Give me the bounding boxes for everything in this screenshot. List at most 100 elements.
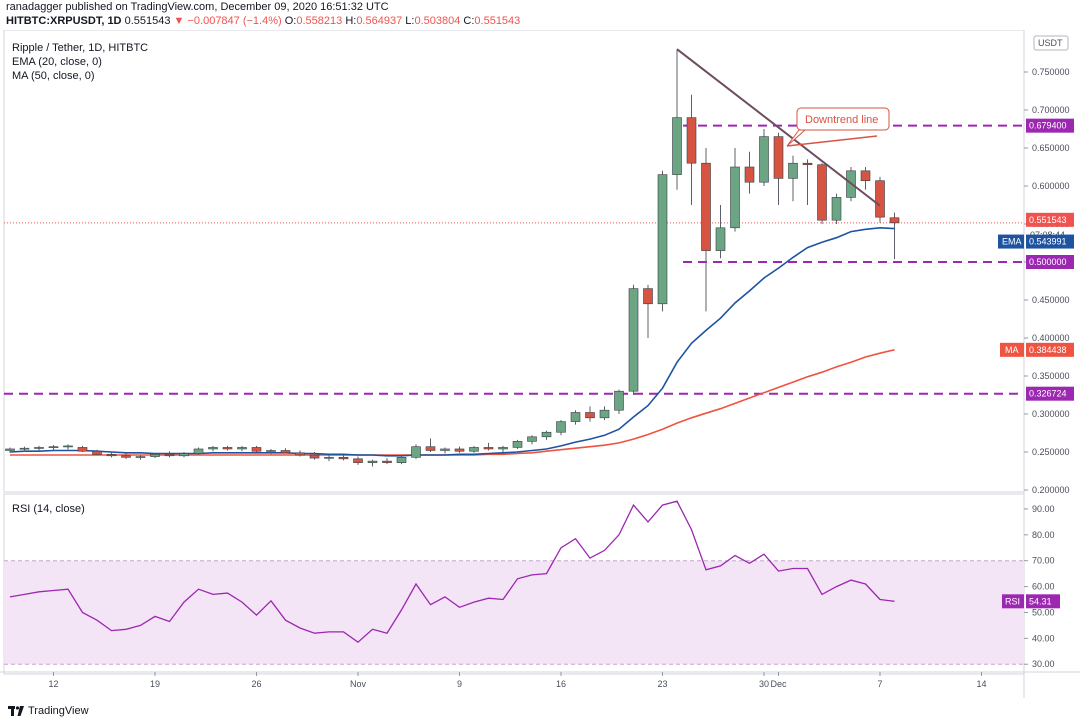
last-price: 0.551543 [124,15,171,27]
annotation-arrow [786,135,878,147]
legend-rsi[interactable]: RSI (14, close) [12,503,85,515]
price-chart[interactable]: 0.200000 0.250000 0.300000 0.350000 0.400000… [0,30,1080,698]
candle-body [628,288,639,392]
candle-body [121,455,131,458]
chart-header: ranadagger published on TradingView.com,… [6,0,520,28]
high-value: 0.564937 [356,15,403,27]
close-label: C: [463,15,475,27]
price-axis-label: 0.200000 [1032,485,1070,495]
rsi-axis-label: 60.00 [1032,582,1055,592]
candle-body [802,162,813,166]
candle-body [831,197,842,221]
candle-body [251,447,262,452]
level-badge-label: 0.326724 [1029,389,1067,399]
level-badge-label: 0.679400 [1029,121,1067,131]
time-axis-label: 14 [976,679,986,689]
high-label: H: [345,15,357,27]
rsi-legend: RSI (14, close) [12,502,85,516]
legend-title[interactable]: Ripple / Tether, 1D, HITBTC [12,42,149,54]
rsi-axis-label: 30.00 [1032,659,1055,669]
candle-body [614,390,624,411]
ema20-line [9,226,895,457]
candle-body [106,453,117,457]
candle-body [817,164,827,221]
publish-line: ranadagger published on TradingView.com,… [6,1,389,13]
footer-brand[interactable]: TradingView [28,705,89,717]
footer: TradingView [8,705,89,717]
candle-body [875,180,885,218]
price-axis-label: 0.750000 [1032,67,1070,77]
price-axis-label: 0.350000 [1032,371,1070,381]
candle-body [48,446,59,448]
time-axis-label: 12 [48,679,58,689]
candle-body [77,447,88,452]
rsi-value-label: 54.31 [1029,596,1052,606]
price-axis-label: 0.300000 [1032,409,1070,419]
candle-body [295,452,305,456]
price-axis-label: 0.450000 [1032,295,1070,305]
ema-name-tag [998,234,1024,249]
symbol-name[interactable]: HITBTC:XRPUSDT, 1D [6,15,122,27]
legend-ema[interactable]: EMA (20, close, 0) [12,56,102,68]
price-axis-label: 0.700000 [1032,105,1070,115]
tradingview-logo-icon [8,706,24,716]
candle-body [773,136,784,179]
rsi-line [9,500,895,644]
candle-body [396,457,407,463]
ma-value-badge [1026,342,1074,357]
last-price-badge-label: 0.551543 [1029,215,1067,225]
candle-body [759,136,769,183]
candle-body [643,288,653,305]
candle-body [701,162,711,251]
candle-body [454,448,465,452]
candle-body [744,166,755,183]
candle-body [5,448,15,451]
last-price-badge [1026,212,1074,227]
level-badge [1026,118,1074,133]
currency-label: USDT [1038,38,1063,48]
price-change: −0.007847 (−1.4%) [187,15,282,27]
rsi-value-badge [1026,594,1060,609]
time-axis-label: Nov [350,679,367,689]
rsi-axis-label: 40.00 [1032,633,1055,643]
annotation-label: Downtrend line [805,114,878,126]
candle-body [788,162,798,179]
symbol-quote-line: HITBTC:XRPUSDT, 1D 0.551543 ▼ −0.007847 … [6,14,520,28]
ma50-line [10,349,895,456]
candle-body [266,450,276,452]
rsi-name-label: RSI [1005,596,1020,606]
candle-body [92,450,102,455]
annotation-pointer [786,129,807,147]
level-badge [1026,255,1074,269]
candle-body [19,447,30,450]
ma-value-badge-label: 0.384438 [1029,345,1067,355]
candle-body [498,447,508,450]
candle-body [324,457,334,459]
candle-body [889,217,900,224]
chart-legend: Ripple / Tether, 1D, HITBTC EMA (20, clo… [12,41,148,83]
ma-name-label: MA [1005,345,1019,355]
candle-body [483,447,494,450]
downtrend-line [676,48,881,207]
rsi-band [4,560,1024,665]
candle-body [541,431,552,438]
annotation-box [796,107,890,131]
price-axis-label: 0.650000 [1032,143,1070,153]
candle-body [860,170,871,181]
candle-body [657,174,668,305]
down-arrow-icon: ▼ [173,15,185,27]
candle-body [150,453,160,457]
low-label: L: [405,15,415,27]
candle-body [179,453,189,457]
time-axis-label: Dec [770,679,787,689]
rsi-name-tag [1002,594,1024,609]
time-axis-label: 16 [556,679,566,689]
candle-body [425,446,436,451]
candle-body [338,457,349,460]
ema-name-label: EMA [1002,237,1022,247]
low-value: 0.503804 [414,15,461,27]
legend-ma[interactable]: MA (50, close, 0) [12,70,95,82]
candle-body [440,448,450,451]
price-axis-label: 0.400000 [1032,333,1070,343]
candle-body [382,460,392,463]
